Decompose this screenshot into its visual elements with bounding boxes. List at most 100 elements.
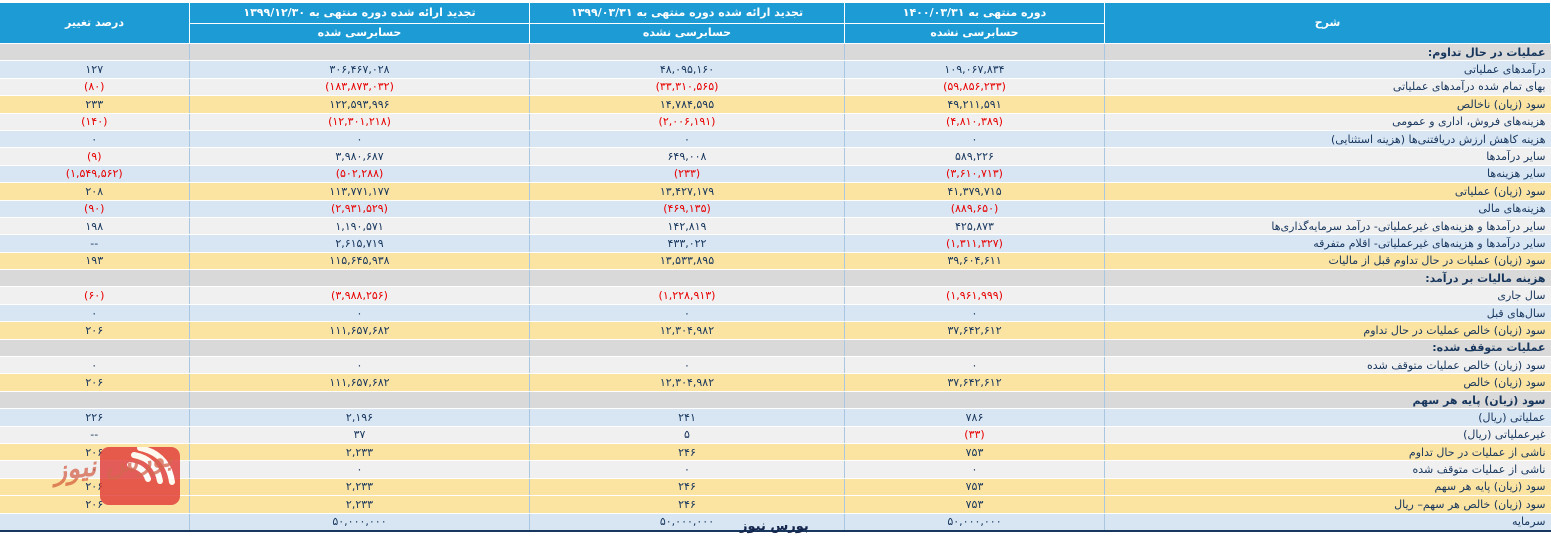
row-label: سود (زیان) عملیات در حال تداوم قبل از ما…: [1104, 252, 1551, 271]
value-percent-change: ۱۲۷: [0, 60, 190, 79]
value-restated-1399-03: ۶۴۹,۰۰۸: [529, 147, 845, 166]
value-percent-change: ۰: [0, 130, 190, 149]
value-restated-1399-12: (۱۲,۳۰۱,۲۱۸): [189, 113, 530, 131]
column-header-period-1400-03-31: دوره منتهی به ۱۴۰۰/۰۳/۳۱: [844, 2, 1105, 24]
row-label: سال جاری: [1104, 286, 1551, 305]
table-row: هزینه کاهش ارزش دریافتنی‌ها (هزینه استثن…: [0, 130, 1551, 149]
table-row: عملیاتی (ریال) ۷۸۶ ۲۴۱ ۲,۱۹۶ ۲۲۶: [0, 408, 1551, 427]
row-label: ناشی از عملیات متوقف شده: [1104, 460, 1551, 479]
value-restated-1399-12: ۲,۶۱۵,۷۱۹: [189, 234, 530, 253]
row-label: هزینه کاهش ارزش دریافتنی‌ها (هزینه استثن…: [1104, 130, 1551, 149]
audit-status-1399y: حسابرسی شده: [189, 23, 530, 44]
value-restated-1399-03: ۴۸,۰۹۵,۱۶۰: [529, 60, 845, 79]
table-row: هزینه‌های مالی (۸۸۹,۶۵۰) (۴۶۹,۱۳۵) (۲,۹۳۱,۵…: [0, 200, 1551, 218]
table-body: عملیات در حال تداوم: درآمدهای عملیاتی ۱۰۹,…: [0, 43, 1551, 532]
table-row: غیرعملیاتی (ریال) (۳۳) ۵ ۳۷ --: [0, 426, 1551, 444]
value-restated-1399-03: ۰: [529, 304, 845, 323]
value-restated-1399-12: ۱۱۱,۶۵۷,۶۸۲: [189, 321, 530, 340]
value-period-1400: ۰: [844, 130, 1105, 149]
value-restated-1399-12: [189, 391, 530, 410]
value-restated-1399-03: (۱,۲۲۸,۹۱۳): [529, 286, 845, 305]
value-percent-change: [0, 339, 190, 358]
value-restated-1399-12: (۱۸۳,۸۷۳,۰۳۲): [189, 78, 530, 97]
value-period-1400: ۵۰,۰۰۰,۰۰۰: [844, 513, 1105, 532]
row-label: بهای تمام شده درآمدهای عملیاتی: [1104, 78, 1551, 97]
value-restated-1399-12: (۳,۹۸۸,۲۵۶): [189, 286, 530, 305]
table-row: هزینه‌های فروش، اداری و عمومی (۴,۸۱۰,۳۸۹)…: [0, 113, 1551, 131]
table-row: بهای تمام شده درآمدهای عملیاتی (۵۹,۸۵۶,۲۳…: [0, 78, 1551, 97]
row-label: سایر درآمدها و هزینه‌های غیرعملیاتی- درآ…: [1104, 217, 1551, 236]
row-label: عملیات در حال تداوم:: [1104, 43, 1551, 62]
value-period-1400: ۴۲۵,۸۷۳: [844, 217, 1105, 236]
column-header-percent-change: درصد تغییر: [0, 2, 190, 44]
value-restated-1399-03: ۱۲,۳۰۴,۹۸۲: [529, 321, 845, 340]
table-row: سال جاری (۱,۹۶۱,۹۹۹) (۱,۲۲۸,۹۱۳) (۳,۹۸۸,۲۵۶…: [0, 286, 1551, 305]
value-percent-change: ۲۰۸: [0, 182, 190, 201]
value-restated-1399-12: (۵۰۲,۲۸۸): [189, 165, 530, 184]
value-restated-1399-12: ۰: [189, 304, 530, 323]
value-percent-change: ۲۰۶: [0, 443, 190, 462]
value-restated-1399-03: (۲,۰۰۶,۱۹۱): [529, 113, 845, 131]
value-restated-1399-12: [189, 43, 530, 62]
value-restated-1399-03: [529, 43, 845, 62]
table-row: سود (زیان) عملیاتی ۴۱,۳۷۹,۷۱۵ ۱۳,۴۲۷,۱۷۹ ۱۱…: [0, 182, 1551, 201]
value-percent-change: [0, 391, 190, 410]
table-row: سود (زیان) عملیات در حال تداوم قبل از ما…: [0, 252, 1551, 271]
value-percent-change: ۱۹۸: [0, 217, 190, 236]
row-label: سایر هزینه‌ها: [1104, 165, 1551, 184]
value-restated-1399-03: ۱۳,۵۳۳,۸۹۵: [529, 252, 845, 271]
value-percent-change: (۱۴۰): [0, 113, 190, 131]
value-restated-1399-03: ۱۴,۷۸۴,۵۹۵: [529, 95, 845, 114]
value-period-1400: ۳۹,۶۰۴,۶۱۱: [844, 252, 1105, 271]
row-label: سود (زیان) خالص عملیات متوقف شده: [1104, 356, 1551, 375]
value-period-1400: (۱,۳۱۱,۳۲۷): [844, 234, 1105, 253]
value-restated-1399-12: ۱۱۵,۶۴۵,۹۳۸: [189, 252, 530, 271]
value-restated-1399-03: ۴۳۳,۰۲۲: [529, 234, 845, 253]
table-header: شرح دوره منتهی به ۱۴۰۰/۰۳/۳۱ تجدید ارائه…: [0, 2, 1551, 44]
value-period-1400: ۱۰۹,۰۶۷,۸۳۴: [844, 60, 1105, 79]
value-restated-1399-03: ۵: [529, 426, 845, 444]
value-restated-1399-03: ۲۴۱: [529, 408, 845, 427]
table-row: ناشی از عملیات در حال تداوم ۷۵۳ ۲۴۶ ۲,۲۳۳ ۲۰…: [0, 443, 1551, 462]
value-period-1400: (۴,۸۱۰,۳۸۹): [844, 113, 1105, 131]
value-period-1400: ۰: [844, 460, 1105, 479]
column-header-restated-1399-03-31: تجدید ارائه شده دوره منتهی به ۱۳۹۹/۰۳/۳۱: [529, 2, 845, 24]
table-row: سود (زیان) خالص عملیات متوقف شده ۰ ۰ ۰ ۰: [0, 356, 1551, 375]
value-restated-1399-12: ۲,۲۳۳: [189, 478, 530, 497]
value-period-1400: ۳۷,۶۴۲,۶۱۲: [844, 373, 1105, 392]
table-row: سود (زیان) ناخالص ۴۹,۲۱۱,۵۹۱ ۱۴,۷۸۴,۵۹۵ ۱۲۲…: [0, 95, 1551, 114]
row-label: سایر درآمدها و هزینه‌های غیرعملیاتی- اقل…: [1104, 234, 1551, 253]
value-restated-1399-12: [189, 269, 530, 288]
table-row: سود (زیان) خالص عملیات در حال تداوم ۳۷,۶۴…: [0, 321, 1551, 340]
audit-status-1399q: حسابرسی نشده: [529, 23, 845, 44]
value-percent-change: (۹۰): [0, 200, 190, 218]
value-restated-1399-03: ۰: [529, 460, 845, 479]
value-restated-1399-12: ۱۲۲,۵۹۳,۹۹۶: [189, 95, 530, 114]
value-restated-1399-12: ۱۱۳,۷۷۱,۱۷۷: [189, 182, 530, 201]
table-row: سود (زیان) پایه هر سهم ۷۵۳ ۲۴۶ ۲,۲۳۳ ۲۰۶: [0, 478, 1551, 497]
value-percent-change: (۱,۵۴۹,۵۶۲): [0, 165, 190, 184]
row-label: عملیات متوقف شده:: [1104, 339, 1551, 358]
row-label: غیرعملیاتی (ریال): [1104, 426, 1551, 444]
value-period-1400: ۷۸۶: [844, 408, 1105, 427]
value-restated-1399-03: ۱۲,۳۰۴,۹۸۲: [529, 373, 845, 392]
value-restated-1399-03: ۲۴۶: [529, 443, 845, 462]
value-restated-1399-12: ۲,۲۳۳: [189, 443, 530, 462]
value-restated-1399-12: ۱,۱۹۰,۵۷۱: [189, 217, 530, 236]
value-restated-1399-03: [529, 391, 845, 410]
column-header-description: شرح: [1104, 2, 1551, 44]
row-label: ناشی از عملیات در حال تداوم: [1104, 443, 1551, 462]
value-period-1400: (۳۳): [844, 426, 1105, 444]
row-label: هزینه‌های فروش، اداری و عمومی: [1104, 113, 1551, 131]
table-row: سایر درآمدها و هزینه‌های غیرعملیاتی- اقل…: [0, 234, 1551, 253]
table-row: سایر درآمدها ۵۸۹,۲۲۶ ۶۴۹,۰۰۸ ۳,۹۸۰,۶۸۷ (۹): [0, 147, 1551, 166]
value-restated-1399-03: [529, 269, 845, 288]
row-label: هزینه مالیات بر درآمد:: [1104, 269, 1551, 288]
value-percent-change: --: [0, 234, 190, 253]
value-restated-1399-12: ۳۷: [189, 426, 530, 444]
row-label: سود (زیان) خالص: [1104, 373, 1551, 392]
value-percent-change: ۲۰۶: [0, 478, 190, 497]
row-label: سود (زیان) عملیاتی: [1104, 182, 1551, 201]
